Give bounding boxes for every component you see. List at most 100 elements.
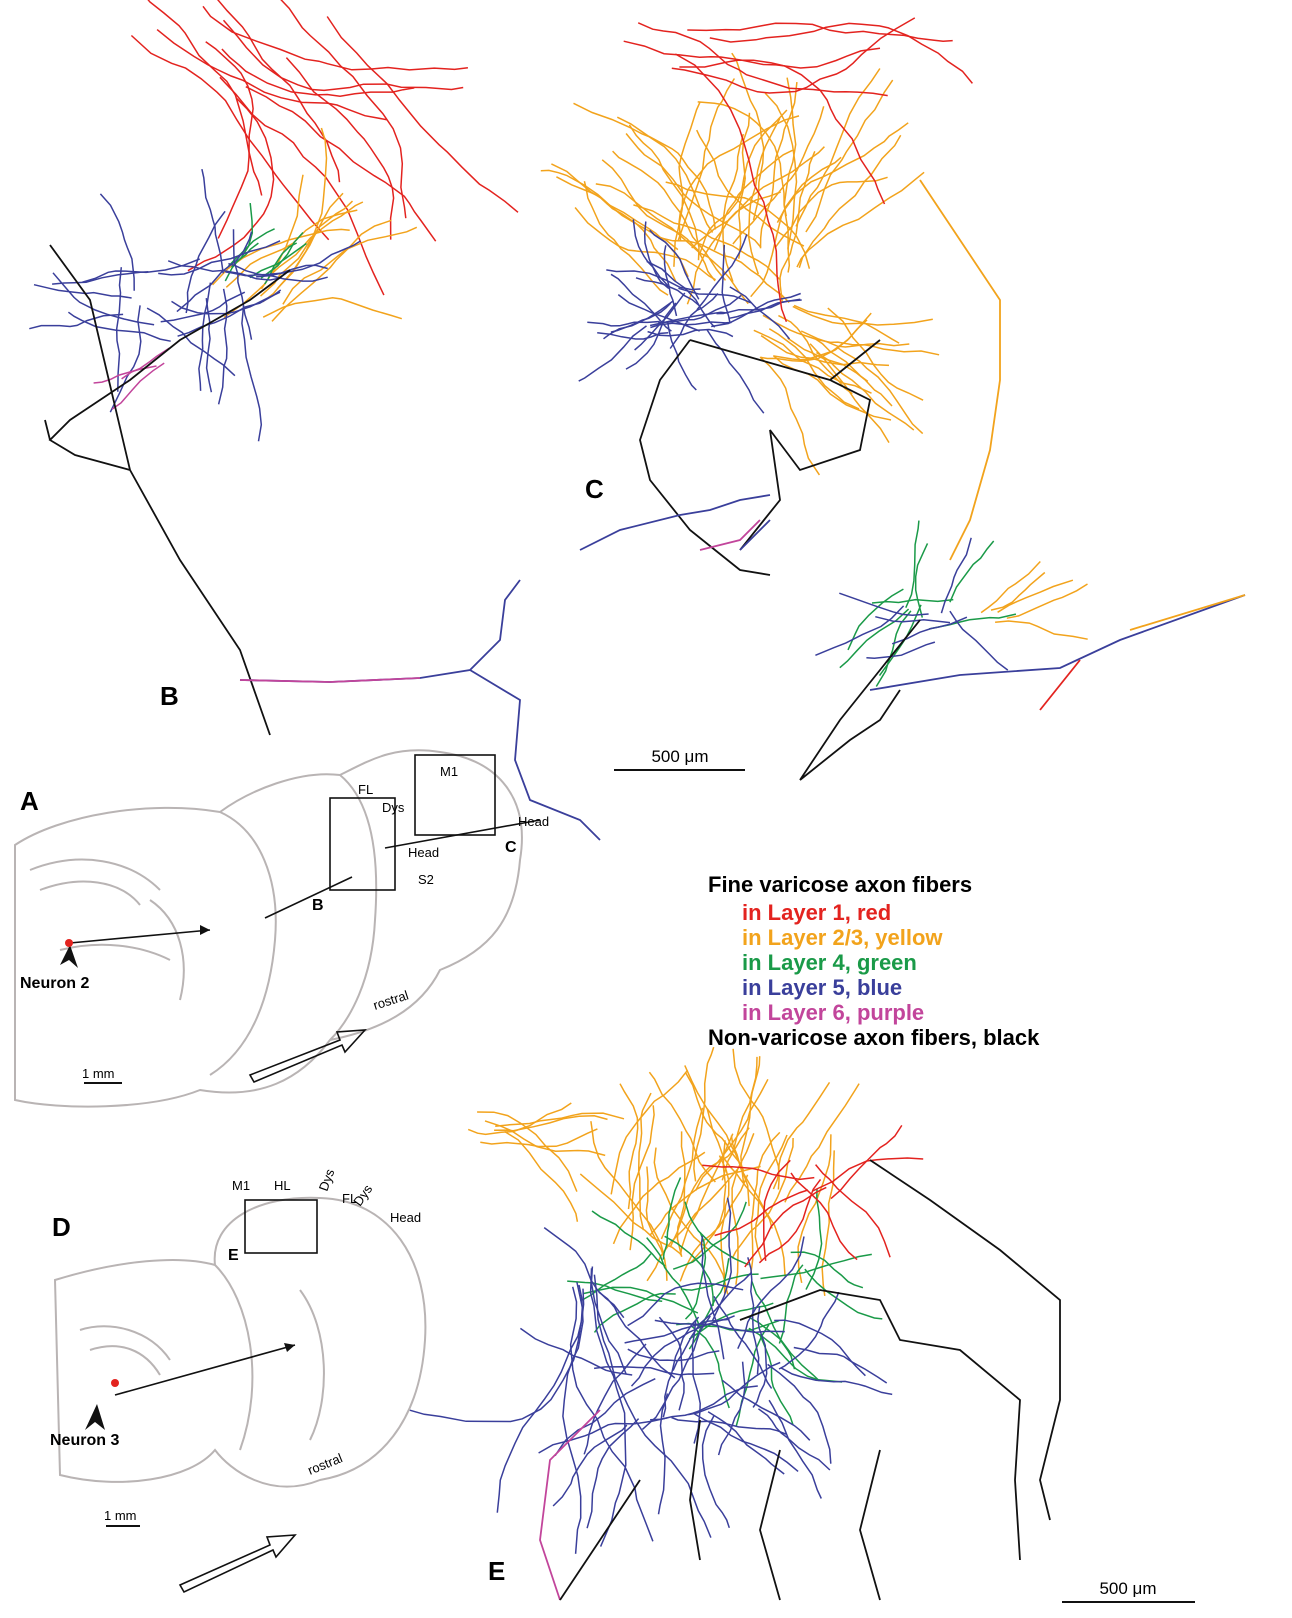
legend-footer: Non-varicose axon fibers, black [708,1025,1040,1050]
axon-fiber [584,1344,646,1454]
scale-label: 500 μm [651,747,708,766]
axon-fiber [587,322,660,326]
region-label: Head [390,1210,421,1225]
axon-fiber [131,36,328,240]
axon-fiber [991,573,1045,611]
legend-item: in Layer 6, purple [742,1000,924,1025]
axon-fiber [777,123,908,223]
axon-fiber [134,0,262,196]
axon-fiber [686,1233,706,1320]
axon-fiber [161,292,245,322]
axon-fiber [261,202,363,289]
labels: B C 500 μm A M1 FL Dys Head Head S2 B C … [20,474,1157,1598]
axon-fiber [29,314,123,328]
scale-label: 1 mm [82,1066,115,1081]
axon-fiber [584,181,668,295]
legend-item: in Layer 2/3, yellow [742,925,943,950]
panel-label: D [52,1212,71,1242]
axon-fiber [220,77,384,295]
axon-fiber [733,106,824,244]
axon-fiber [769,1400,821,1498]
axon-fiber [599,1292,675,1378]
axon-fiber [647,1238,701,1328]
panel-label: A [20,786,39,816]
axon-fiber [741,1056,760,1182]
inset-label: C [505,839,517,856]
axon-fiber [779,1292,839,1369]
axon-fiber [505,1132,578,1222]
inset-label: E [228,1247,239,1264]
axon-traces [29,0,1245,1600]
inset-boxes [70,755,540,1592]
axon-fiber [839,593,928,615]
axon-fiber [916,543,928,617]
region-label: S2 [418,872,434,887]
axon-fiber [685,1202,749,1265]
direction-label: rostral [371,987,410,1012]
axon-fiber [560,1160,1060,1600]
axon-fiber [776,177,888,247]
direction-label: rostral [306,1450,345,1477]
axon-fiber [540,1410,600,1600]
axon-fiber [998,580,1073,612]
region-label: HL [274,1178,291,1193]
axon-fiber [831,1125,902,1198]
axon-fiber [100,194,134,291]
neuron-label: Neuron 2 [20,975,89,992]
axon-fiber [678,1131,685,1256]
region-label: Head [408,845,439,860]
axon-fiber [188,99,274,271]
axon-fiber [1130,595,1245,630]
axon-fiber [208,0,339,182]
neuron-label: Neuron 3 [50,1432,119,1449]
legend-item: in Layer 5, blue [742,975,902,1000]
legend-title: Fine varicose axon fibers [708,872,972,897]
axon-fiber [707,330,764,414]
axon-fiber [703,1416,730,1528]
region-label: M1 [440,764,458,779]
panel-label: E [488,1556,505,1586]
panel-label: C [585,474,604,504]
axon-fiber [638,23,888,96]
axon-fiber [410,1282,583,1421]
axon-fiber [242,306,261,442]
axon-fiber [117,267,122,392]
axon-fiber [920,180,1000,560]
axon-fiber [122,348,170,379]
figure: B C 500 μm A M1 FL Dys Head Head S2 B C … [0,0,1292,1618]
axon-fiber [199,283,211,391]
legend: in Layer 1, redin Layer 2/3, yellowin La… [742,900,943,1025]
axon-fiber [240,580,600,840]
scale-label: 1 mm [104,1508,137,1523]
axon-fiber [553,1425,627,1506]
axon-fiber [806,80,893,232]
axon-fiber [995,621,1088,639]
axon-fiber [672,18,915,93]
axon-fiber [240,678,420,682]
axon-fiber [583,1287,698,1313]
axon-fiber [68,312,170,341]
axon-fiber [497,1289,583,1513]
brain-outline-a [15,750,522,1106]
scale-label: 500 μm [1099,1579,1156,1598]
region-label: Dys [316,1166,338,1193]
region-label: Dys [382,800,405,815]
axon-fiber [870,595,1245,690]
region-label: FL [358,782,373,797]
axon-fiber [327,17,518,213]
axon-fiber [628,1349,720,1360]
axon-fiber [659,1317,684,1410]
axon-fiber [624,41,880,68]
axon-fiber [279,0,406,218]
inset-label: B [312,897,324,914]
legend-item: in Layer 4, green [742,950,917,975]
legend-item: in Layer 1, red [742,900,891,925]
region-label: M1 [232,1178,250,1193]
axon-fiber [580,495,770,550]
axon-fiber [45,245,290,735]
panel-label: B [160,681,179,711]
axon-fiber [555,1379,655,1456]
region-label: Head [518,814,549,829]
axon-fiber [773,1082,829,1189]
axon-fiber [591,1268,626,1546]
